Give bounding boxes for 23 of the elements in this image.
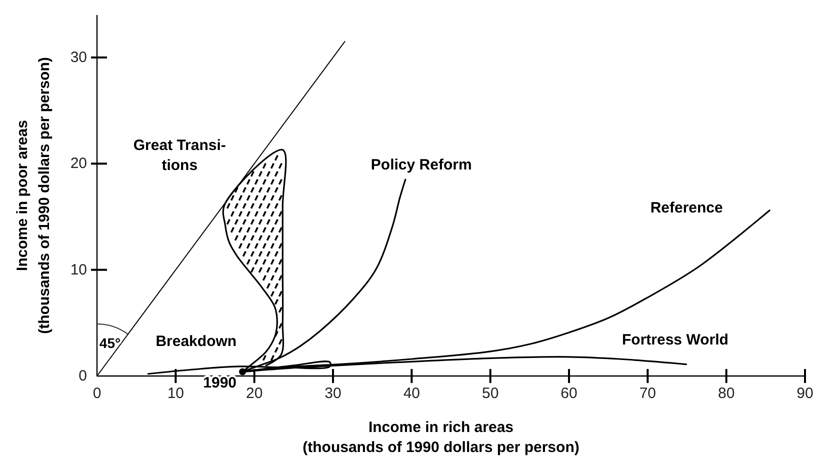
y-axis-title: Income in poor areas (thousands of 1990 dollars per person) (14, 57, 52, 334)
x-tick-label: 60 (560, 385, 578, 402)
annotation: 1990 (203, 374, 237, 392)
y-tick-label: 30 (70, 48, 87, 66)
series-label: Policy Reform (370, 156, 472, 174)
x-tick-label: 40 (403, 385, 420, 402)
y-tick-label: 10 (70, 261, 87, 278)
x-axis-title: Income in rich areas (thousands of 1990 dollars per person) (302, 418, 580, 456)
legend-label: Great Transi- tions (133, 136, 226, 174)
x-tick-label: 0 (92, 385, 102, 402)
x-tick-label: 90 (796, 385, 814, 402)
series-label: Reference (650, 198, 723, 216)
series-label: Fortress World (622, 330, 728, 348)
series-label: Breakdown (156, 332, 237, 350)
y-tick-label: 0 (78, 368, 87, 384)
x-tick-label: 30 (324, 385, 342, 402)
x-tick-label: 70 (639, 385, 656, 402)
y-tick-label: 20 (70, 155, 87, 172)
x-tick-label: 80 (718, 385, 735, 402)
x-tick-label: 50 (482, 385, 499, 402)
x-tick-label: 20 (246, 385, 263, 402)
annotation: 45° (99, 335, 121, 351)
x-tick-label: 10 (167, 385, 184, 402)
